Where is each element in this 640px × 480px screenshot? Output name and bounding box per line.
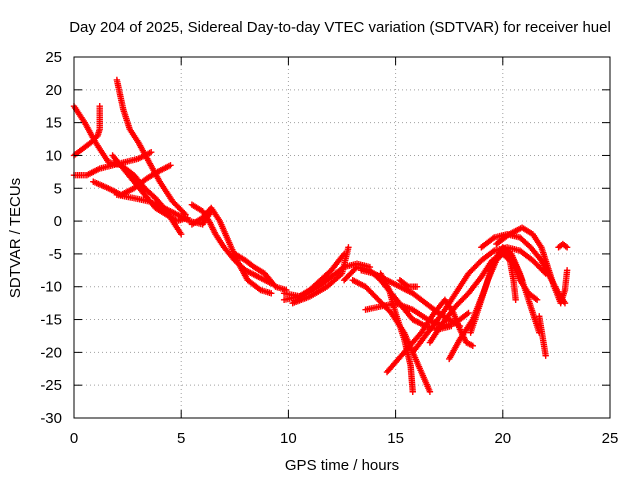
axis-ticks: 0 5 10 15 20 25 25 20 15 10 5 0 -5 -10 -15 -20 -25 -30 [40, 49, 618, 447]
y-axis-label: SDTVAR / TECUs [7, 178, 24, 298]
data-point [532, 295, 539, 302]
series-arc-02 [70, 103, 103, 159]
series-arc-05 [113, 76, 189, 218]
data-point [533, 296, 541, 304]
data-point [563, 267, 571, 274]
data-point [413, 283, 421, 290]
y-tick-label: 10 [45, 147, 62, 164]
x-tick-label: 20 [494, 430, 511, 447]
data-point [167, 162, 174, 169]
y-tick-label: -15 [40, 312, 62, 329]
series-arc-20 [396, 276, 421, 290]
x-tick-label: 0 [70, 430, 78, 447]
y-tick-label: 0 [54, 213, 62, 230]
series-arc-29 [555, 240, 571, 251]
series-arc-10 [231, 250, 290, 294]
data-point [563, 244, 571, 251]
y-tick-label: -5 [49, 246, 62, 263]
series-arc-26 [493, 224, 571, 307]
data-point [147, 148, 155, 156]
data-point [518, 276, 526, 284]
y-tick-label: 15 [45, 115, 62, 132]
data-point [255, 285, 263, 293]
data-point [562, 243, 569, 250]
y-tick-label: -20 [40, 344, 62, 361]
data-point [512, 296, 519, 304]
series-arc-09 [188, 204, 275, 297]
data-point [96, 103, 103, 110]
data-point [403, 282, 411, 289]
data-point [426, 388, 434, 395]
y-tick-label: -10 [40, 279, 62, 296]
y-tick-label: -25 [40, 377, 62, 394]
y-tick-label: 20 [45, 82, 62, 99]
data-point [489, 248, 496, 255]
x-tick-label: 15 [387, 430, 404, 447]
series-arc-13 [289, 244, 352, 307]
plot-frame [73, 56, 611, 419]
data-point [465, 309, 472, 317]
y-tick-label: 25 [45, 49, 62, 66]
data-point [178, 231, 185, 238]
data-point [463, 310, 471, 318]
x-tick-label: 5 [177, 430, 185, 447]
data-marks [70, 76, 571, 395]
y-tick-label: -30 [40, 410, 62, 427]
series-arc-21 [409, 244, 549, 356]
series-arc-28 [536, 313, 549, 359]
x-tick-label: 10 [280, 430, 297, 447]
data-point [469, 342, 476, 349]
data-point [409, 388, 416, 395]
data-point [542, 352, 549, 359]
data-point [181, 210, 188, 217]
data-point [489, 235, 496, 242]
chart-title: Day 204 of 2025, Sidereal Day-to-day VTE… [69, 19, 611, 36]
series-arc-27 [506, 253, 519, 304]
x-axis-label: GPS time / hours [285, 457, 399, 474]
x-tick-label: 25 [602, 430, 619, 447]
data-point [345, 244, 352, 251]
y-tick-label: 5 [54, 180, 62, 197]
data-point [268, 290, 275, 297]
grid-lines [73, 56, 611, 419]
